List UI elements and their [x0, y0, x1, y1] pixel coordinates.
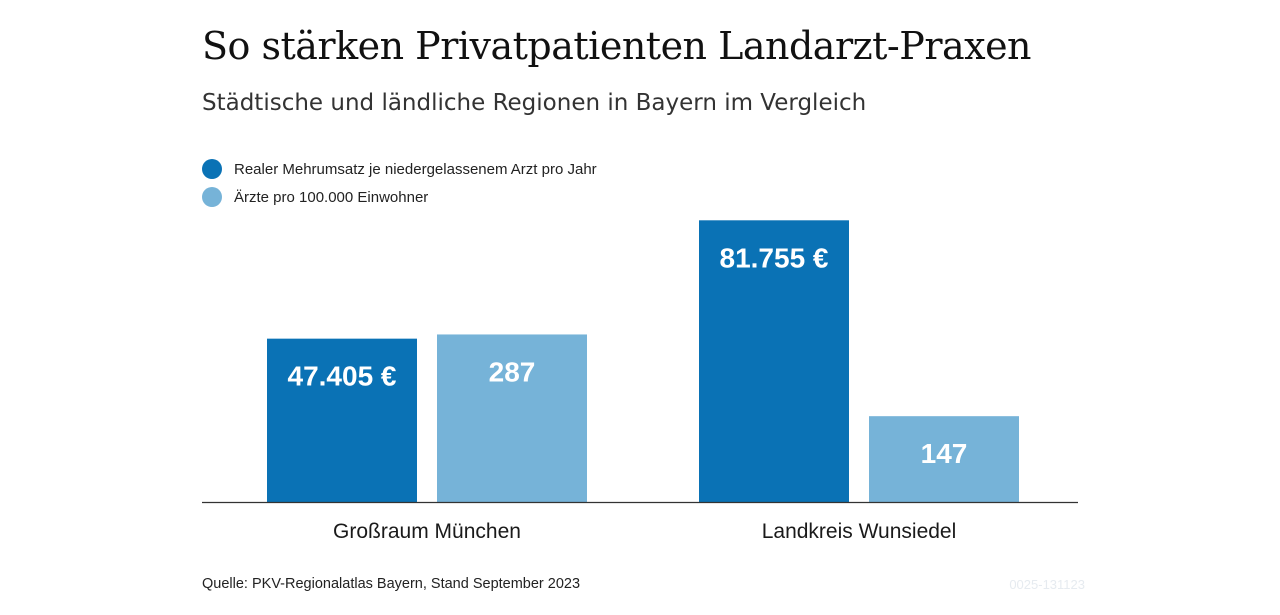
- bar-revenue-1: [699, 220, 849, 502]
- data-label-doctors-1: 147: [921, 438, 968, 469]
- bar-doctors-0: [437, 334, 587, 502]
- chart-subtitle: Städtische und ländliche Regionen in Bay…: [202, 90, 867, 116]
- data-label-doctors-0: 287: [489, 356, 536, 387]
- bar-revenue-0: [267, 338, 417, 502]
- chart-title: So stärken Privatpatienten Landarzt-Prax…: [202, 24, 1032, 68]
- legend-label-doctors: Ärzte pro 100.000 Einwohner: [234, 188, 429, 206]
- legend-item-revenue: Realer Mehrumsatz je niedergelassenem Ar…: [202, 155, 597, 183]
- bar-doctors-1: [869, 416, 1019, 502]
- legend-swatch-doctors: [202, 187, 222, 207]
- source-note: Quelle: PKV-Regionalatlas Bayern, Stand …: [202, 576, 581, 592]
- category-label-0: Großraum München: [333, 520, 521, 543]
- legend: Realer Mehrumsatz je niedergelassenem Ar…: [202, 155, 597, 211]
- graphic-code: 0025-131123: [1009, 577, 1085, 592]
- legend-label-revenue: Realer Mehrumsatz je niedergelassenem Ar…: [234, 160, 597, 178]
- category-label-1: Landkreis Wunsiedel: [762, 520, 957, 543]
- legend-item-doctors: Ärzte pro 100.000 Einwohner: [202, 183, 597, 211]
- data-label-revenue-1: 81.755 €: [720, 242, 829, 273]
- legend-swatch-revenue: [202, 159, 222, 179]
- data-label-revenue-0: 47.405 €: [288, 361, 397, 392]
